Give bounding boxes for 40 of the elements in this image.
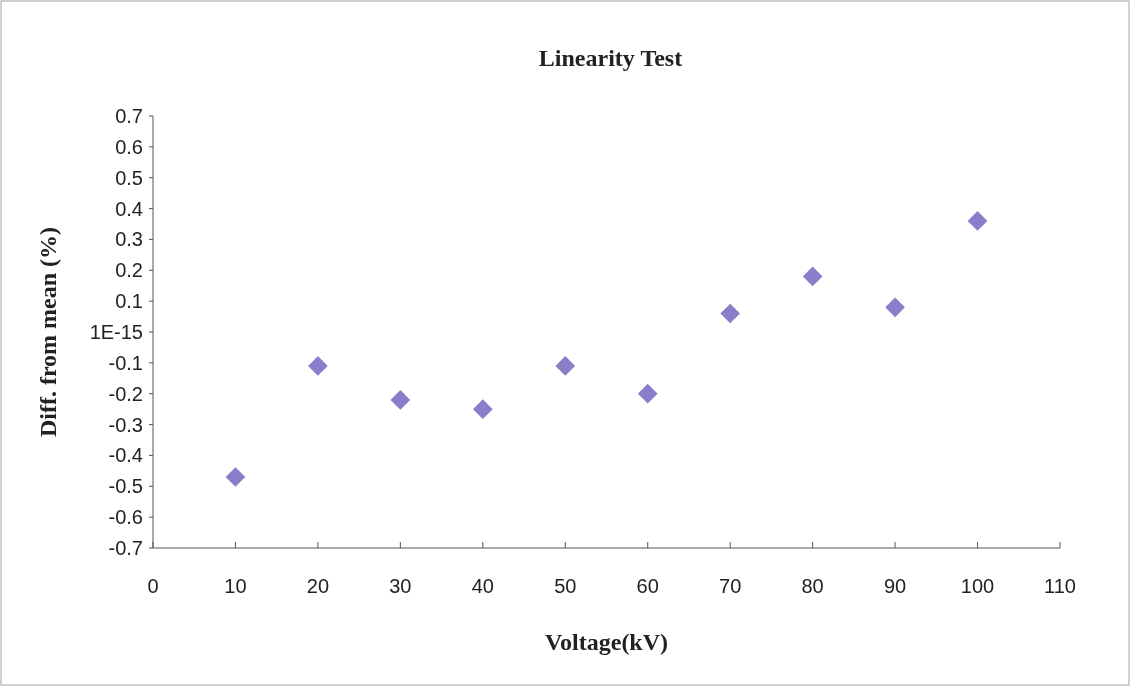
y-tick-label: -0.6	[108, 506, 143, 529]
y-tick-label: -0.3	[108, 413, 143, 436]
y-tick-label: -0.4	[108, 444, 143, 467]
y-axis-title: Diff. from mean (%)	[35, 226, 61, 438]
y-tick-label: 0.7	[115, 105, 143, 127]
point	[885, 297, 905, 318]
y-tick-label: 0.4	[115, 197, 143, 220]
x-tick-label: 40	[471, 575, 494, 597]
x-tick-label: 70	[719, 575, 742, 597]
x-tick-label: 0	[147, 575, 159, 597]
point	[802, 266, 823, 287]
x-tick-label: 30	[389, 575, 412, 597]
y-tick-label: 0.6	[115, 135, 143, 158]
point	[637, 383, 658, 404]
x-tick-label: 100	[960, 575, 995, 597]
y-tick-label: -0.1	[108, 351, 143, 374]
y-tick-label: 0.2	[115, 259, 143, 282]
x-tick-label: 80	[801, 575, 824, 597]
point	[720, 303, 741, 324]
x-axis-title: Voltage(kV)	[544, 629, 669, 655]
point	[390, 390, 411, 410]
y-tick-label: 0.5	[115, 166, 143, 189]
point	[308, 356, 328, 376]
x-tick-label: 90	[883, 575, 907, 597]
x-tick-label: 110	[1044, 575, 1076, 597]
x-tick-label: 10	[224, 575, 247, 597]
y-tick-label: 1E-15	[89, 321, 143, 343]
y-tick-label: -0.5	[108, 475, 143, 498]
point	[967, 211, 988, 231]
point	[225, 467, 246, 487]
y-tick-label: 0.3	[115, 228, 143, 251]
chart-title: Linearity Test	[538, 45, 683, 71]
x-tick-label: 50	[554, 575, 577, 597]
y-tick-label: -0.2	[108, 382, 143, 405]
point	[472, 399, 493, 419]
y-tick-label: -0.7	[108, 537, 143, 559]
x-tick-label: 20	[306, 575, 330, 597]
x-tick-label: 60	[636, 575, 659, 597]
point	[555, 356, 576, 376]
y-tick-label: 0.1	[115, 290, 143, 313]
